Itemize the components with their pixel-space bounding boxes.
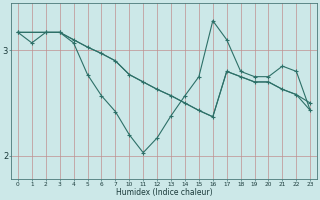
X-axis label: Humidex (Indice chaleur): Humidex (Indice chaleur) (116, 188, 212, 197)
